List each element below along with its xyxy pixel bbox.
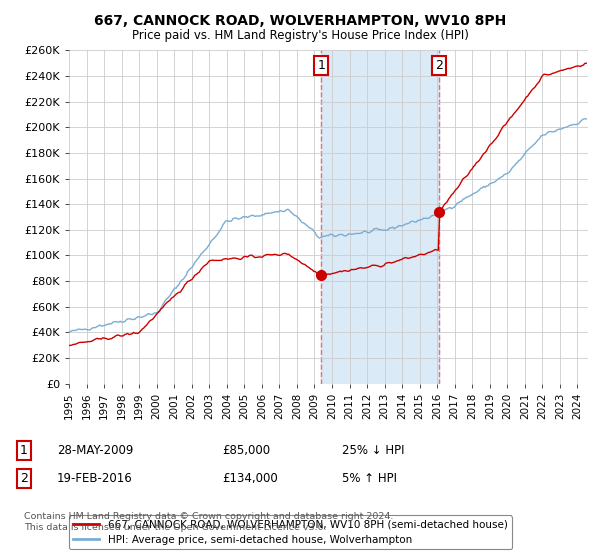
Text: 5% ↑ HPI: 5% ↑ HPI xyxy=(342,472,397,486)
Text: 667, CANNOCK ROAD, WOLVERHAMPTON, WV10 8PH: 667, CANNOCK ROAD, WOLVERHAMPTON, WV10 8… xyxy=(94,14,506,28)
Legend: 667, CANNOCK ROAD, WOLVERHAMPTON, WV10 8PH (semi-detached house), HPI: Average p: 667, CANNOCK ROAD, WOLVERHAMPTON, WV10 8… xyxy=(69,515,512,549)
Text: £134,000: £134,000 xyxy=(222,472,278,486)
Text: 25% ↓ HPI: 25% ↓ HPI xyxy=(342,444,404,458)
Text: 19-FEB-2016: 19-FEB-2016 xyxy=(57,472,133,486)
Text: 28-MAY-2009: 28-MAY-2009 xyxy=(57,444,133,458)
Bar xyxy=(321,50,439,384)
Text: Price paid vs. HM Land Registry's House Price Index (HPI): Price paid vs. HM Land Registry's House … xyxy=(131,29,469,42)
Text: 1: 1 xyxy=(20,444,28,458)
Text: £85,000: £85,000 xyxy=(222,444,270,458)
Text: 1: 1 xyxy=(317,59,325,72)
Text: 2: 2 xyxy=(436,59,443,72)
Text: Contains HM Land Registry data © Crown copyright and database right 2024.
This d: Contains HM Land Registry data © Crown c… xyxy=(24,512,394,532)
Text: 2: 2 xyxy=(20,472,28,486)
